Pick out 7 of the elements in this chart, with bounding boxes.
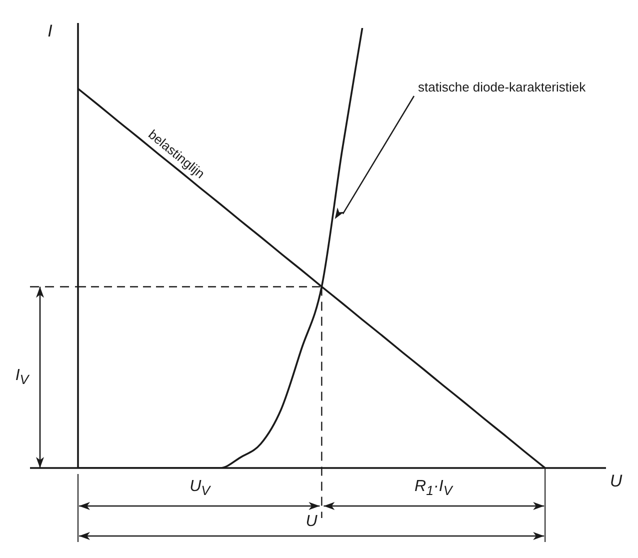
y-axis-title: I — [48, 22, 53, 41]
x-axis-title: U — [610, 472, 623, 491]
text: statische diode-karakteristiek — [418, 80, 586, 95]
text: I$_{V}$ — [15, 367, 29, 388]
text: U$_{V}$ — [190, 478, 210, 498]
text: R$_{1}$·I$_{V}$ — [414, 478, 452, 498]
text: U — [306, 513, 318, 531]
